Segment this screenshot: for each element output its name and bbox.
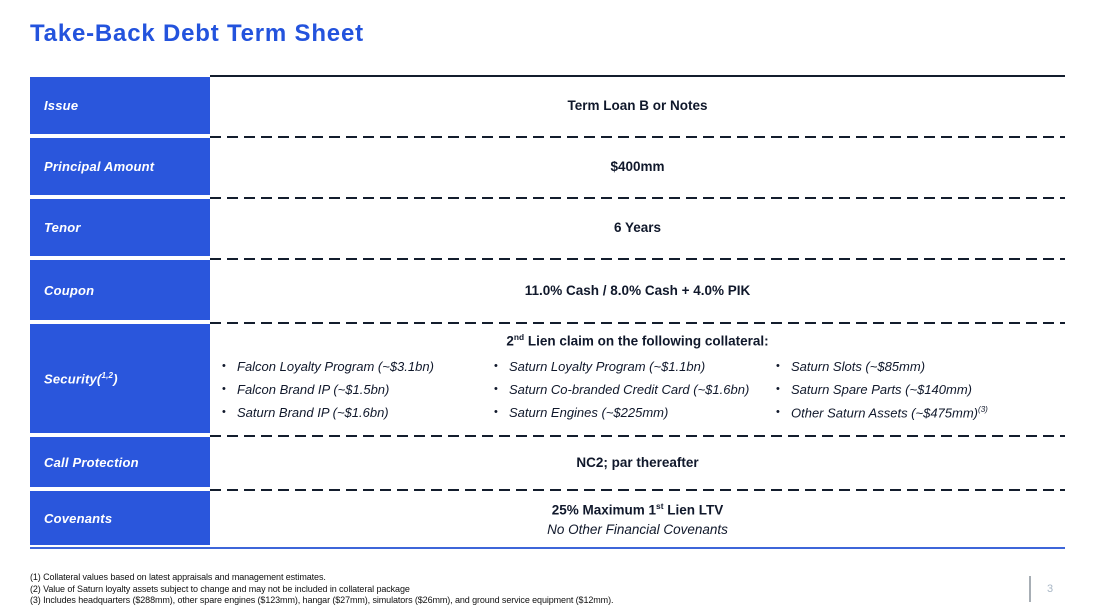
bullet-icon: • xyxy=(776,382,780,395)
row-label: Security(1,2) xyxy=(30,324,210,433)
security-column-1: • Falcon Loyalty Program (~$3.1bn) • Fal… xyxy=(222,355,494,424)
security-columns: • Falcon Loyalty Program (~$3.1bn) • Fal… xyxy=(210,349,1065,424)
covenants-content: 25% Maximum 1st Lien LTV No Other Financ… xyxy=(210,489,1065,547)
row-value: Term Loan B or Notes xyxy=(210,75,1065,136)
bullet-icon: • xyxy=(776,359,780,372)
security-column-3: • Saturn Slots (~$85mm) • Saturn Spare P… xyxy=(776,355,1065,424)
list-item: • Saturn Spare Parts (~$140mm) xyxy=(776,381,972,397)
bullet-icon: • xyxy=(222,359,226,372)
list-item: • Saturn Loyalty Program (~$1.1bn) xyxy=(494,358,706,374)
row-value: NC2; par thereafter xyxy=(210,435,1065,489)
row-value: 11.0% Cash / 8.0% Cash + 4.0% PIK xyxy=(210,258,1065,322)
list-item: • Other Saturn Assets (~$475mm)(3) xyxy=(776,405,1065,420)
footnote: (3) Includes headquarters ($288mm), othe… xyxy=(30,595,614,605)
footer-divider xyxy=(1029,576,1031,602)
footnotes: (1) Collateral values based on latest ap… xyxy=(30,572,613,607)
table-row-principal-amount: Principal Amount $400mm xyxy=(30,136,1065,197)
row-label: Principal Amount xyxy=(30,138,210,195)
footnote: (2) Value of Saturn loyalty assets subje… xyxy=(30,583,410,594)
bullet-icon: • xyxy=(494,359,498,372)
page-number: 3 xyxy=(1047,583,1054,595)
list-item: • Falcon Brand IP (~$1.5bn) xyxy=(222,381,390,397)
security-column-2: • Saturn Loyalty Program (~$1.1bn) • Sat… xyxy=(494,355,776,424)
list-item: • Falcon Loyalty Program (~$3.1bn) xyxy=(222,358,434,374)
row-label: Tenor xyxy=(30,199,210,256)
security-header: 2nd Lien claim on the following collater… xyxy=(506,332,769,349)
table-row-covenants: Covenants 25% Maximum 1st Lien LTV No Ot… xyxy=(30,489,1065,547)
bullet-icon: • xyxy=(222,382,226,395)
list-item: • Saturn Engines (~$225mm) xyxy=(494,404,669,420)
list-item: • Saturn Slots (~$85mm) xyxy=(776,358,926,374)
covenants-line-2: No Other Financial Covenants xyxy=(547,521,728,537)
covenants-line-1: 25% Maximum 1st Lien LTV xyxy=(551,501,724,518)
table-row-security: Security(1,2) 2nd Lien claim on the foll… xyxy=(30,322,1065,435)
row-value: 6 Years xyxy=(210,197,1065,258)
security-content: 2nd Lien claim on the following collater… xyxy=(210,322,1065,435)
list-item: • Saturn Brand IP (~$1.6bn) xyxy=(222,404,389,420)
row-label: Call Protection xyxy=(30,437,210,487)
row-label: Coupon xyxy=(30,260,210,320)
footnote-ref: (3) xyxy=(978,404,988,414)
table-row-issue: Issue Term Loan B or Notes xyxy=(30,75,1065,136)
footnote-ref: 1,2 xyxy=(101,370,114,380)
list-item-text: Other Saturn Assets (~$475mm)(3) xyxy=(791,404,988,420)
bullet-icon: • xyxy=(494,405,498,418)
table-row-tenor: Tenor 6 Years xyxy=(30,197,1065,258)
bullet-icon: • xyxy=(776,405,780,418)
row-label: Covenants xyxy=(30,491,210,545)
row-value: $400mm xyxy=(210,136,1065,197)
term-sheet-table: Issue Term Loan B or Notes Principal Amo… xyxy=(30,75,1065,549)
table-row-coupon: Coupon 11.0% Cash / 8.0% Cash + 4.0% PIK xyxy=(30,258,1065,322)
list-item: • Saturn Co-branded Credit Card (~$1.6bn… xyxy=(494,381,750,397)
page-title: Take-Back Debt Term Sheet xyxy=(30,20,364,47)
table-row-call-protection: Call Protection NC2; par thereafter xyxy=(30,435,1065,489)
row-label: Issue xyxy=(30,77,210,134)
bullet-icon: • xyxy=(222,405,226,418)
bullet-icon: • xyxy=(494,382,498,395)
footnote: (1) Collateral values based on latest ap… xyxy=(30,572,326,582)
